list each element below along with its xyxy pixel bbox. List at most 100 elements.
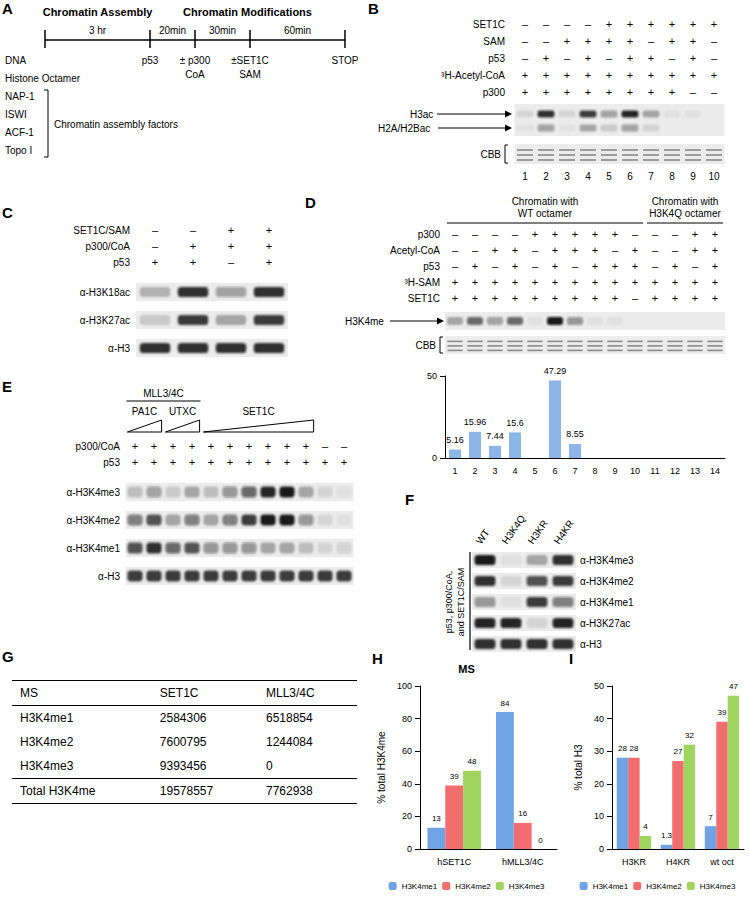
svg-text:7.44: 7.44 xyxy=(486,431,504,441)
svg-text:p300: p300 xyxy=(483,87,506,98)
svg-text:0: 0 xyxy=(407,844,412,854)
svg-text:hMLL3/4C: hMLL3/4C xyxy=(502,857,544,867)
svg-text:+: + xyxy=(341,456,347,468)
svg-text:0: 0 xyxy=(432,453,437,463)
svg-text:+: + xyxy=(627,69,633,81)
svg-text:–: – xyxy=(492,228,499,240)
svg-text:9: 9 xyxy=(612,466,617,476)
svg-text:+: + xyxy=(532,228,538,240)
svg-text:+: + xyxy=(170,440,176,452)
svg-text:15.96: 15.96 xyxy=(464,417,487,427)
svg-text:+: + xyxy=(632,244,638,256)
svg-text:–: – xyxy=(452,244,459,256)
svg-text:p53: p53 xyxy=(423,261,440,272)
svg-text:SET1C/SAM: SET1C/SAM xyxy=(73,225,130,236)
svg-text:+: + xyxy=(690,35,696,47)
svg-text:Chromatin assembly factors: Chromatin assembly factors xyxy=(54,119,178,130)
svg-text:H2A/H2Bac: H2A/H2Bac xyxy=(378,123,430,134)
svg-text:+: + xyxy=(208,456,214,468)
svg-text:+: + xyxy=(612,292,618,304)
svg-text:50: 50 xyxy=(427,371,437,381)
svg-text:–: – xyxy=(690,86,697,98)
svg-text:+: + xyxy=(669,69,675,81)
svg-text:p53, p300/CoA,: p53, p300/CoA, xyxy=(444,571,454,634)
svg-text:+: + xyxy=(652,276,658,288)
svg-text:4: 4 xyxy=(643,822,648,831)
svg-text:α-H3: α-H3 xyxy=(108,343,130,354)
svg-text:–: – xyxy=(606,52,613,64)
svg-text:+: + xyxy=(648,69,654,81)
svg-text:+: + xyxy=(512,276,518,288)
svg-text:+: + xyxy=(266,240,272,252)
svg-text:–: – xyxy=(672,228,679,240)
svg-text:+: + xyxy=(228,224,234,236)
svg-text:–: – xyxy=(652,228,659,240)
svg-text:+: + xyxy=(572,228,578,240)
svg-text:12: 12 xyxy=(670,466,680,476)
svg-text:α-H3K4me3: α-H3K4me3 xyxy=(580,555,634,566)
svg-text:WT: WT xyxy=(474,527,492,546)
svg-text:–: – xyxy=(564,18,571,30)
svg-text:39: 39 xyxy=(718,708,727,717)
svg-text:47: 47 xyxy=(729,682,738,691)
svg-text:E: E xyxy=(2,378,12,395)
svg-text:+: + xyxy=(132,456,138,468)
svg-text:48: 48 xyxy=(468,757,477,766)
svg-text:H3K4me1: H3K4me1 xyxy=(593,882,629,891)
svg-text:7: 7 xyxy=(708,813,713,822)
svg-text:+: + xyxy=(585,86,591,98)
svg-text:ISWI: ISWI xyxy=(5,109,27,120)
svg-text:+: + xyxy=(265,456,271,468)
svg-text:H3K4me2: H3K4me2 xyxy=(646,882,682,891)
svg-text:28: 28 xyxy=(629,744,638,753)
svg-text:+: + xyxy=(669,35,675,47)
svg-text:DNA: DNA xyxy=(5,55,26,66)
svg-text:+: + xyxy=(592,228,598,240)
svg-text:C: C xyxy=(2,204,13,221)
svg-text:–: – xyxy=(543,18,550,30)
svg-text:+: + xyxy=(522,86,528,98)
svg-text:+: + xyxy=(492,244,498,256)
svg-text:PA1C: PA1C xyxy=(132,406,157,417)
svg-text:+: + xyxy=(592,292,598,304)
svg-text:³H-SAM: ³H-SAM xyxy=(404,277,440,288)
svg-text:+: + xyxy=(170,456,176,468)
svg-text:+: + xyxy=(452,276,458,288)
svg-text:SET1C: SET1C xyxy=(473,19,505,30)
svg-text:SAM: SAM xyxy=(483,36,505,47)
svg-text:Chromatin with: Chromatin with xyxy=(512,196,579,207)
svg-text:+: + xyxy=(472,292,478,304)
svg-text:Chromatin with: Chromatin with xyxy=(652,196,719,207)
svg-text:+: + xyxy=(266,256,272,268)
svg-text:p300/CoA: p300/CoA xyxy=(76,441,121,452)
svg-text:–: – xyxy=(669,52,676,64)
svg-text:10: 10 xyxy=(630,466,640,476)
svg-text:α-H3K27ac: α-H3K27ac xyxy=(580,618,630,629)
svg-text:and SET1C/SAM: and SET1C/SAM xyxy=(456,568,466,637)
svg-text:10: 10 xyxy=(594,811,604,821)
svg-text:–: – xyxy=(564,52,571,64)
svg-text:+: + xyxy=(692,228,698,240)
svg-text:α-H3K4me2: α-H3K4me2 xyxy=(66,515,120,526)
svg-text:α-H3K4me1: α-H3K4me1 xyxy=(580,597,634,608)
svg-text:–: – xyxy=(672,244,679,256)
svg-text:+: + xyxy=(606,69,612,81)
svg-text:4: 4 xyxy=(512,466,517,476)
svg-text:Chromatin Assembly: Chromatin Assembly xyxy=(43,6,154,18)
svg-text:MLL3/4C: MLL3/4C xyxy=(143,388,184,399)
svg-text:+: + xyxy=(606,35,612,47)
svg-text:B: B xyxy=(368,0,379,17)
svg-text:+: + xyxy=(612,276,618,288)
svg-text:ACF-1: ACF-1 xyxy=(5,127,34,138)
svg-text:α-H3K4me3: α-H3K4me3 xyxy=(66,487,120,498)
svg-text:+: + xyxy=(322,456,328,468)
svg-text:–: – xyxy=(452,228,459,240)
svg-text:+: + xyxy=(612,260,618,272)
svg-text:MS: MS xyxy=(458,663,475,675)
svg-text:–: – xyxy=(711,52,718,64)
svg-text:+: + xyxy=(265,440,271,452)
svg-text:20: 20 xyxy=(594,779,604,789)
svg-text:15.6: 15.6 xyxy=(506,418,524,428)
svg-text:H4KR: H4KR xyxy=(552,518,576,546)
svg-text:+: + xyxy=(228,240,234,252)
